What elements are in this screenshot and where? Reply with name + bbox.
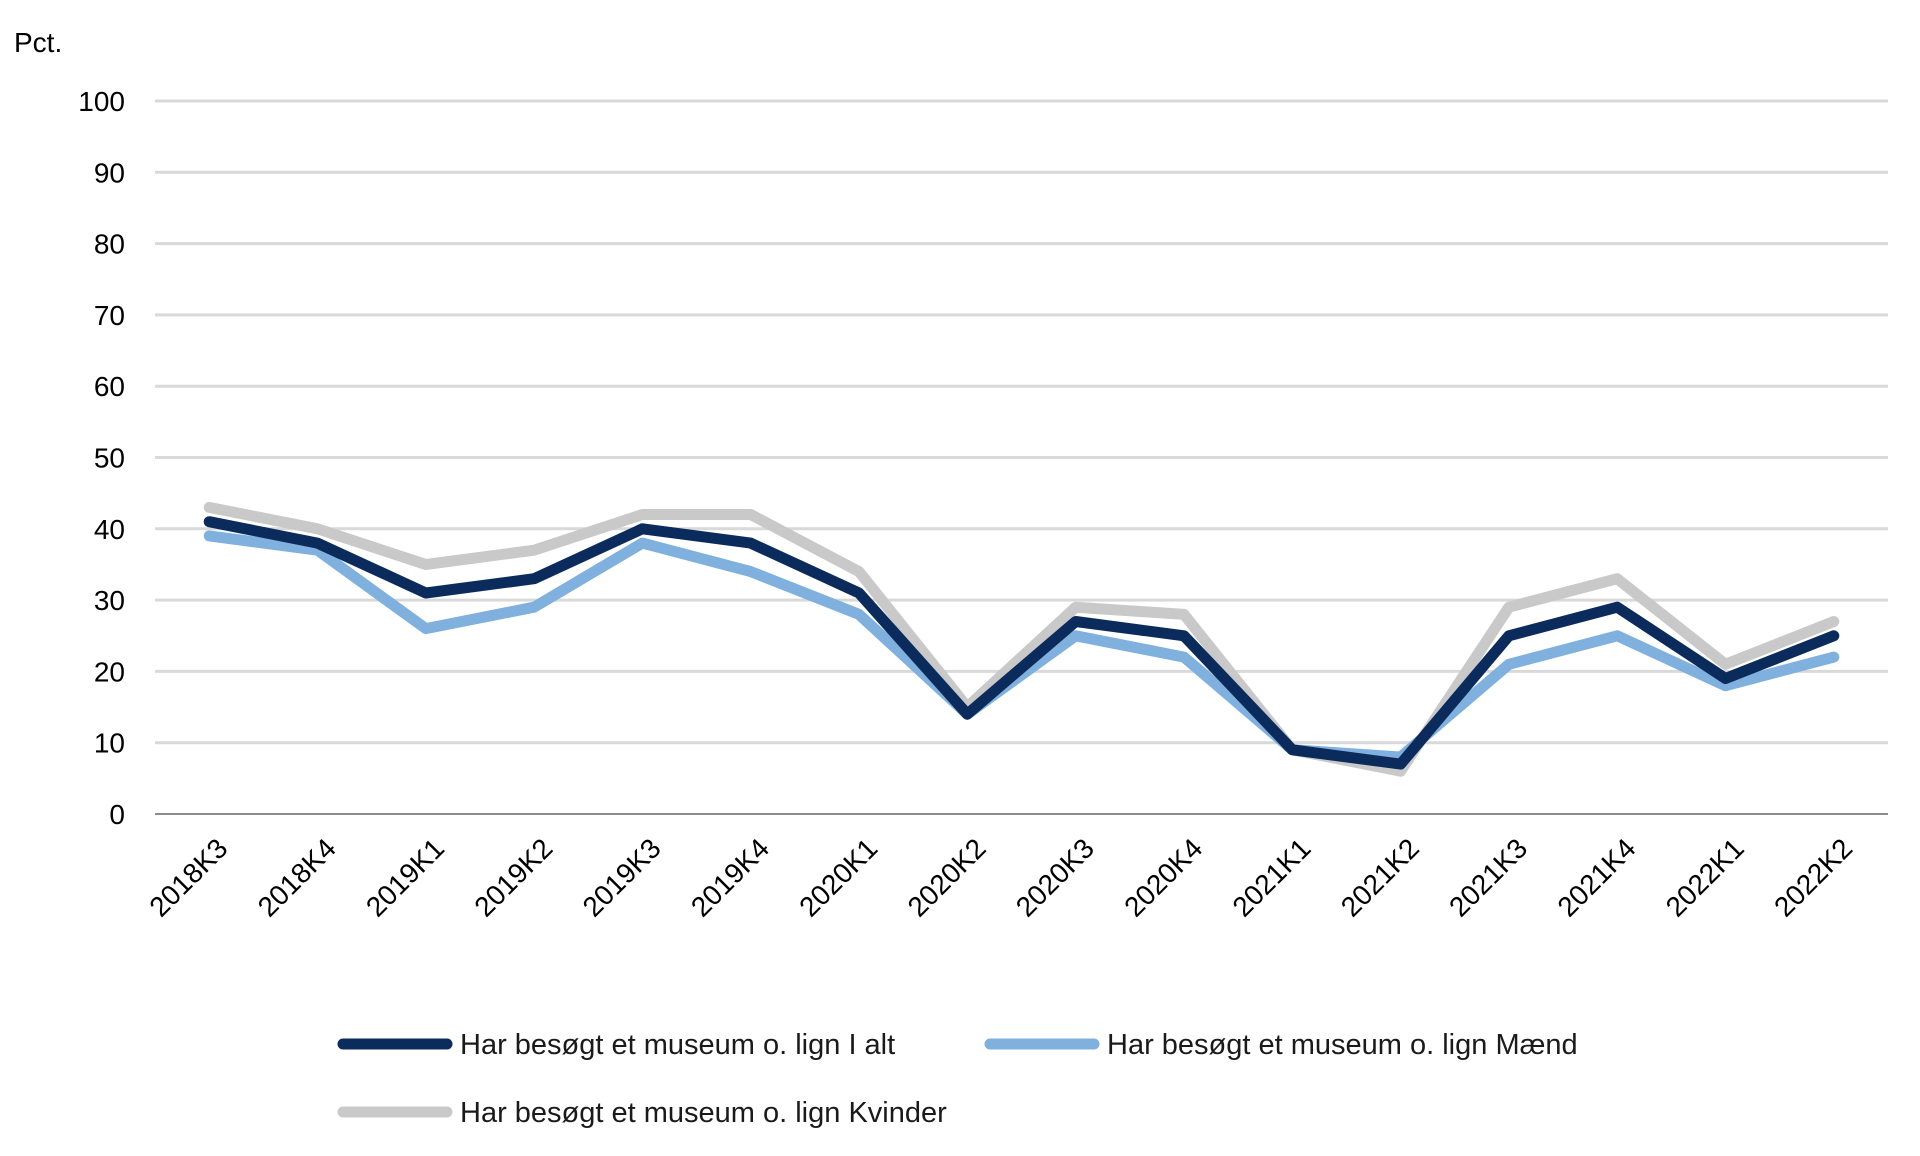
data-point: [1183, 613, 1185, 615]
legend: Har besøgt et museum o. lign I alt Har be…: [337, 1029, 1578, 1129]
y-tick-label: 20: [94, 656, 125, 687]
y-axis-unit-label: Pct.: [14, 27, 62, 58]
data-point: [1833, 620, 1835, 622]
data-point: [1833, 635, 1835, 637]
x-tick-label: 2018K3: [143, 832, 233, 922]
data-point: [1400, 770, 1402, 772]
data-point: [533, 549, 535, 551]
data-point: [533, 578, 535, 580]
data-point: [1725, 685, 1727, 687]
data-point: [1616, 578, 1618, 580]
data-point: [1291, 749, 1293, 751]
data-point: [750, 571, 752, 573]
data-point: [1508, 635, 1510, 637]
data-point: [425, 628, 427, 630]
data-point: [316, 542, 318, 544]
data-point: [858, 571, 860, 573]
data-point: [1508, 606, 1510, 608]
x-tick-label: 2020K1: [793, 832, 883, 922]
data-point: [316, 549, 318, 551]
x-tick-label: 2022K1: [1660, 832, 1750, 922]
y-tick-label: 90: [94, 157, 125, 188]
legend-label: Har besøgt et museum o. lign Kvinder: [460, 1097, 947, 1129]
data-point: [966, 713, 968, 715]
data-point: [316, 528, 318, 530]
data-point: [641, 514, 643, 516]
x-tick-label: 2018K4: [252, 832, 342, 922]
y-tick-label: 30: [94, 585, 125, 616]
x-tick-label: 2021K1: [1226, 832, 1316, 922]
y-tick-label: 40: [94, 514, 125, 545]
data-point: [1833, 656, 1835, 658]
x-tick-label: 2020K4: [1118, 832, 1208, 922]
data-point: [208, 506, 210, 508]
legend-label: Har besøgt et museum o. lign Mænd: [1107, 1029, 1578, 1061]
series-line: [203, 501, 1840, 777]
x-tick-label: 2020K3: [1010, 832, 1100, 922]
y-tick-label: 50: [94, 443, 125, 474]
x-tick-label: 2020K2: [902, 832, 992, 922]
y-tick-label: 60: [94, 371, 125, 402]
series-line: [203, 530, 1840, 763]
data-point: [1725, 678, 1727, 680]
data-point: [641, 542, 643, 544]
data-point: [425, 563, 427, 565]
data-point: [750, 542, 752, 544]
x-tick-label: 2022K2: [1768, 832, 1858, 922]
data-point: [208, 535, 210, 537]
data-point: [1075, 620, 1077, 622]
x-tick-label: 2021K2: [1335, 832, 1425, 922]
data-point: [1400, 763, 1402, 765]
series-line: [203, 516, 1840, 770]
data-point: [858, 592, 860, 594]
x-tick-label: 2019K4: [685, 832, 775, 922]
gridlines: [155, 99, 1888, 745]
data-point: [858, 613, 860, 615]
x-axis-tick-labels: 2018K3 2018K4 2019K1 2019K2 2019K3 2019K4 2020…: [143, 832, 1858, 922]
data-point: [641, 528, 643, 530]
x-tick-label: 2021K4: [1551, 832, 1641, 922]
x-tick-label: 2019K3: [577, 832, 667, 922]
y-tick-label: 0: [109, 799, 125, 830]
y-tick-label: 10: [94, 728, 125, 759]
data-point: [533, 606, 535, 608]
data-point: [1075, 606, 1077, 608]
y-tick-label: 70: [94, 300, 125, 331]
data-point: [750, 514, 752, 516]
legend-label: Har besøgt et museum o. lign I alt: [460, 1029, 895, 1061]
data-point: [1616, 606, 1618, 608]
data-point: [1616, 635, 1618, 637]
x-tick-label: 2019K2: [468, 832, 558, 922]
data-point: [1183, 635, 1185, 637]
x-tick-label: 2019K1: [360, 832, 450, 922]
data-point: [208, 521, 210, 523]
data-point: [1075, 635, 1077, 637]
y-tick-label: 100: [78, 86, 125, 117]
data-point: [1725, 663, 1727, 665]
y-axis-tick-labels: 0 10 20 30 40 50 60 70 80 90 100: [78, 86, 125, 830]
y-tick-label: 80: [94, 229, 125, 260]
data-point: [1508, 663, 1510, 665]
series-lines: [203, 501, 1840, 777]
data-point: [1183, 656, 1185, 658]
x-tick-label: 2021K3: [1443, 832, 1533, 922]
data-point: [425, 592, 427, 594]
